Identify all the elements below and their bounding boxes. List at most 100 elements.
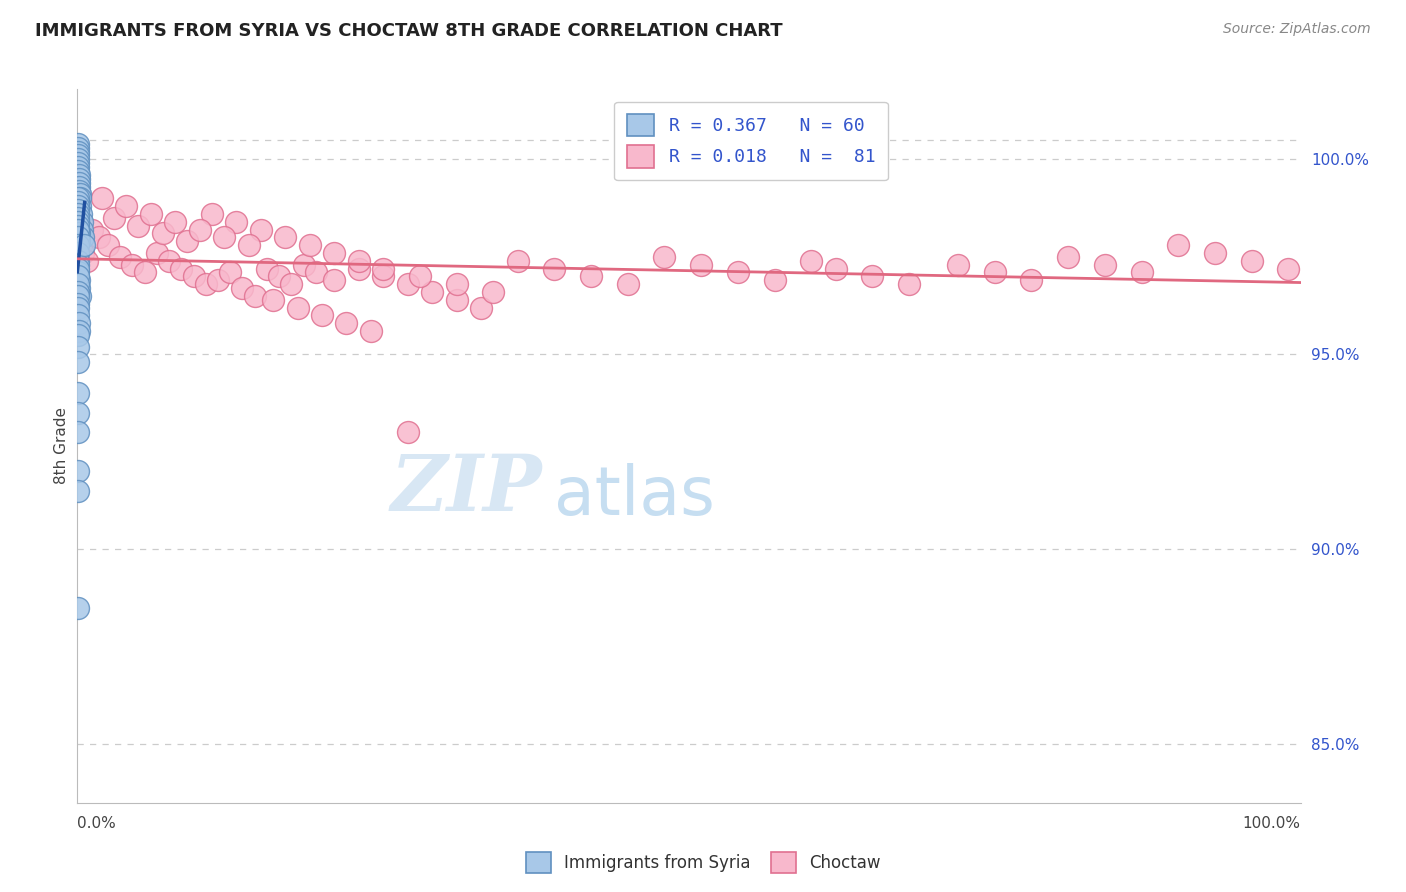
Point xyxy=(262,293,284,307)
Point xyxy=(800,253,823,268)
Point xyxy=(67,160,90,174)
Point xyxy=(396,277,419,292)
Point xyxy=(67,215,90,229)
Point xyxy=(67,164,90,178)
Point xyxy=(90,191,112,205)
Point xyxy=(67,316,90,330)
Point xyxy=(482,285,505,299)
Point xyxy=(243,289,266,303)
Point xyxy=(219,265,242,279)
Point xyxy=(238,238,260,252)
Point xyxy=(67,289,90,303)
Point xyxy=(70,215,93,229)
Point xyxy=(69,289,91,303)
Point xyxy=(188,222,211,236)
Point xyxy=(824,261,846,276)
Point xyxy=(67,464,90,478)
Point xyxy=(67,425,90,440)
Text: 0.0%: 0.0% xyxy=(77,816,117,831)
Point xyxy=(66,148,89,162)
Point xyxy=(67,234,90,248)
Point xyxy=(67,296,90,310)
Point xyxy=(70,207,93,221)
Point xyxy=(360,324,382,338)
Point xyxy=(72,230,94,244)
Point xyxy=(69,187,91,202)
Point xyxy=(201,207,224,221)
Point xyxy=(231,281,253,295)
Point xyxy=(183,269,205,284)
Point xyxy=(543,261,565,276)
Point xyxy=(898,277,921,292)
Point xyxy=(420,285,443,299)
Point xyxy=(121,258,143,272)
Point xyxy=(69,199,91,213)
Point xyxy=(287,301,309,315)
Point xyxy=(66,261,89,276)
Point xyxy=(274,230,297,244)
Point xyxy=(97,238,120,252)
Point xyxy=(1094,258,1116,272)
Point xyxy=(1277,261,1299,276)
Point xyxy=(70,238,93,252)
Text: ZIP: ZIP xyxy=(391,450,543,527)
Point xyxy=(67,483,90,498)
Point xyxy=(946,258,969,272)
Point xyxy=(1240,253,1263,268)
Point xyxy=(298,238,321,252)
Point xyxy=(76,253,98,268)
Point xyxy=(727,265,749,279)
Point xyxy=(157,253,180,268)
Point xyxy=(66,386,89,401)
Point xyxy=(66,203,89,218)
Point xyxy=(134,265,156,279)
Point xyxy=(66,327,89,342)
Point xyxy=(1130,265,1153,279)
Point xyxy=(67,172,90,186)
Point xyxy=(579,269,602,284)
Point xyxy=(311,309,333,323)
Point xyxy=(1057,250,1080,264)
Point xyxy=(763,273,786,287)
Point xyxy=(66,222,89,236)
Point xyxy=(67,301,90,315)
Point xyxy=(371,261,394,276)
Point xyxy=(690,258,713,272)
Point xyxy=(67,258,90,272)
Point xyxy=(984,265,1007,279)
Text: 100.0%: 100.0% xyxy=(1243,816,1301,831)
Text: IMMIGRANTS FROM SYRIA VS CHOCTAW 8TH GRADE CORRELATION CHART: IMMIGRANTS FROM SYRIA VS CHOCTAW 8TH GRA… xyxy=(35,22,783,40)
Point xyxy=(115,199,138,213)
Point xyxy=(66,600,89,615)
Point xyxy=(66,269,89,284)
Point xyxy=(66,145,89,159)
Point xyxy=(66,238,89,252)
Point xyxy=(256,261,278,276)
Point xyxy=(80,222,103,236)
Point xyxy=(66,277,89,292)
Point xyxy=(108,250,131,264)
Point xyxy=(67,211,90,225)
Point xyxy=(292,258,315,272)
Point xyxy=(280,277,302,292)
Point xyxy=(72,246,94,260)
Point xyxy=(1204,246,1226,260)
Point xyxy=(67,227,90,241)
Point xyxy=(69,191,91,205)
Point xyxy=(67,281,90,295)
Point xyxy=(67,184,90,198)
Point xyxy=(347,253,370,268)
Point xyxy=(146,246,169,260)
Point xyxy=(66,136,89,151)
Point xyxy=(396,425,419,440)
Point xyxy=(207,273,229,287)
Text: Source: ZipAtlas.com: Source: ZipAtlas.com xyxy=(1223,22,1371,37)
Point xyxy=(176,234,198,248)
Point xyxy=(446,293,468,307)
Point xyxy=(70,222,93,236)
Point xyxy=(323,246,346,260)
Point xyxy=(305,265,328,279)
Point xyxy=(67,176,90,190)
Point xyxy=(73,238,96,252)
Point xyxy=(67,156,90,170)
